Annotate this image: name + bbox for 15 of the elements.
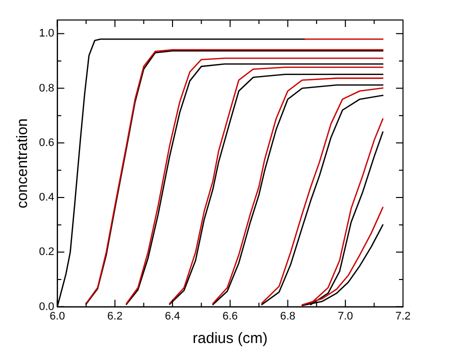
y-tick-label: 0.8 [38, 82, 54, 94]
y-tick-label: 0.2 [38, 246, 54, 258]
x-tick-label: 7.0 [338, 310, 354, 322]
x-tick-label: 6.0 [50, 310, 65, 322]
x-axis-title: radius (cm) [192, 330, 268, 348]
x-tick-label: 6.4 [164, 310, 180, 322]
x-tick-label: 6.2 [107, 310, 123, 322]
y-tick-label: 0.6 [38, 136, 54, 149]
y-axis-title: concentration [14, 118, 32, 208]
y-tick-label: 1.0 [38, 28, 54, 40]
x-tick-label: 7.2 [395, 310, 411, 322]
x-tick-label: 6.6 [222, 310, 238, 322]
y-tick-label: 0.0 [38, 300, 54, 313]
y-tick-label: 0.4 [38, 192, 54, 204]
x-tick-label: 6.8 [280, 310, 296, 322]
